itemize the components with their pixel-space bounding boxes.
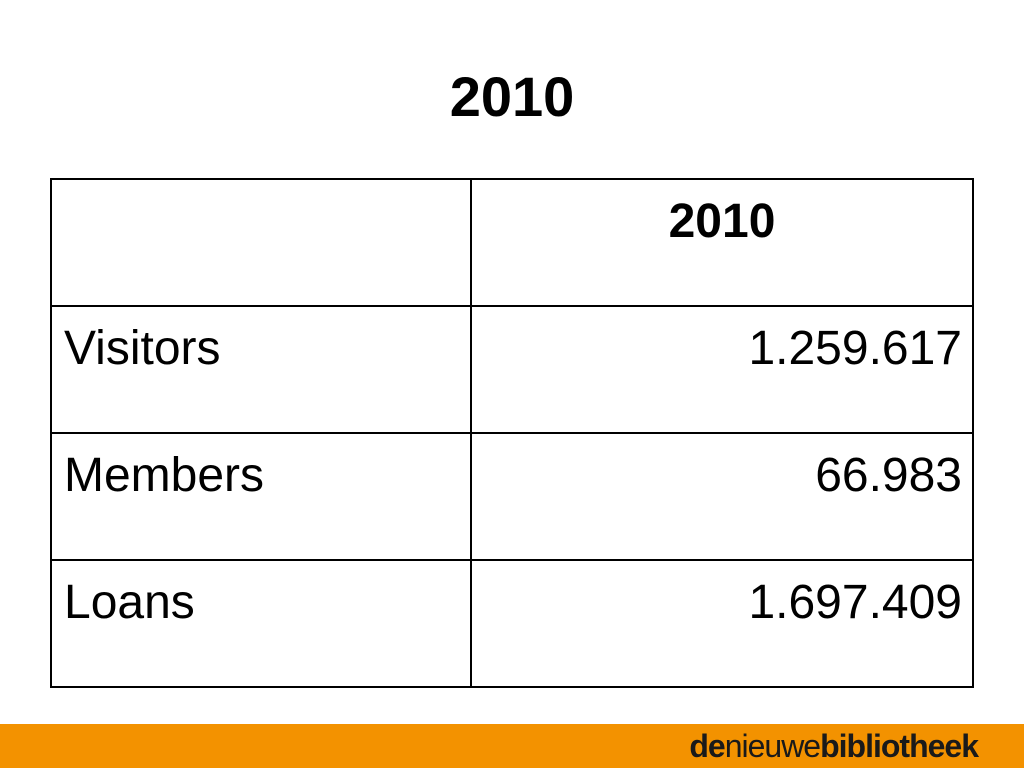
row-value-cell: 1.259.617 <box>470 305 974 434</box>
row-value: 1.697.409 <box>748 576 962 629</box>
table-row: Visitors 1.259.617 <box>50 305 974 434</box>
header-cell-empty <box>50 178 472 307</box>
row-label: Loans <box>64 576 195 629</box>
header-year-label: 2010 <box>668 195 776 248</box>
row-label-cell: Members <box>50 432 472 561</box>
row-label: Members <box>64 449 265 502</box>
row-label: Visitors <box>64 322 221 375</box>
row-value: 66.983 <box>815 449 962 502</box>
table-header-row: 2010 <box>50 178 974 307</box>
slide-title: 2010 <box>449 65 575 128</box>
logo-part-bibliotheek: bibliotheek <box>820 728 979 764</box>
table-row: Members 66.983 <box>50 432 974 561</box>
row-value-cell: 1.697.409 <box>470 559 974 688</box>
stats-table: 2010 Visitors 1.259.617 Members 66.983 L… <box>50 178 974 688</box>
table-row: Loans 1.697.409 <box>50 559 974 688</box>
row-label-cell: Loans <box>50 559 472 688</box>
row-label-cell: Visitors <box>50 305 472 434</box>
brand-logo: denieuwebibliotheek <box>689 728 979 764</box>
footer-bar: denieuwebibliotheek <box>0 724 1024 768</box>
logo-part-nieuwe: nieuwe <box>724 728 821 764</box>
row-value-cell: 66.983 <box>470 432 974 561</box>
header-label-empty <box>52 180 470 194</box>
logo-part-de: de <box>689 728 725 764</box>
header-cell-year: 2010 <box>470 178 974 307</box>
row-value: 1.259.617 <box>748 322 962 375</box>
